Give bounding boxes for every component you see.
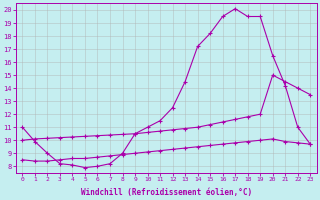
X-axis label: Windchill (Refroidissement éolien,°C): Windchill (Refroidissement éolien,°C) [81,188,252,197]
